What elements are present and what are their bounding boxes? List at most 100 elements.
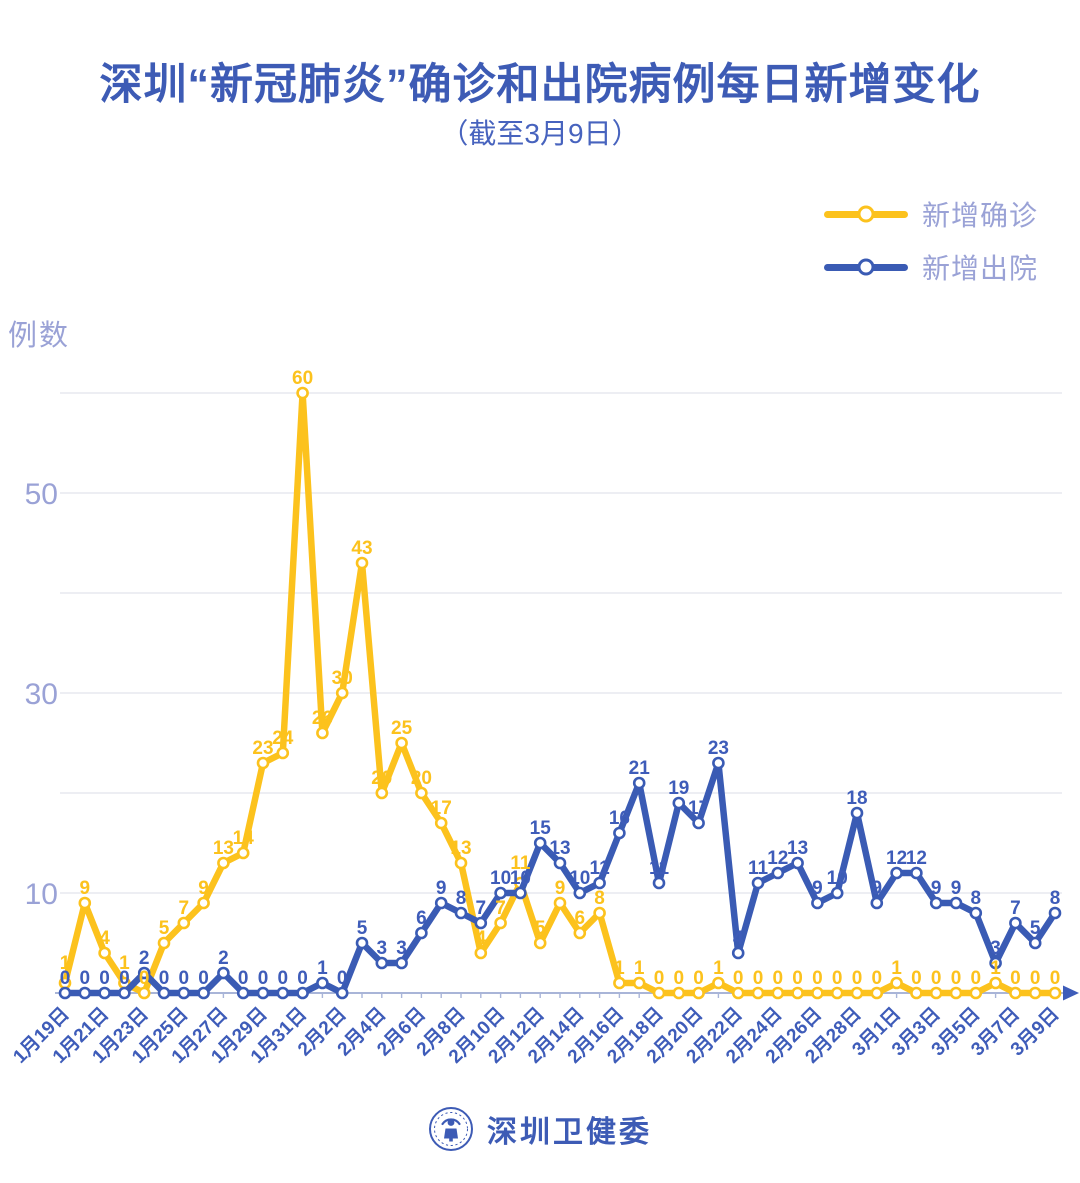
chart-text: 1 xyxy=(119,953,130,974)
data-point-discharged xyxy=(355,936,369,950)
data-point-discharged xyxy=(197,986,210,1000)
data-point-discharged xyxy=(296,986,309,1000)
data-point-confirmed xyxy=(989,976,1002,990)
chart-text: 11 xyxy=(748,858,769,879)
data-point-discharged xyxy=(850,806,864,820)
chart-text: 0 xyxy=(872,968,883,989)
data-point-confirmed xyxy=(197,896,210,910)
chart-text: 0 xyxy=(951,968,962,989)
data-point-discharged xyxy=(989,956,1002,970)
data-point-confirmed xyxy=(395,736,408,750)
data-point-confirmed xyxy=(850,986,864,1000)
data-point-confirmed xyxy=(751,986,765,1000)
data-point-discharged xyxy=(692,816,705,830)
chart-text: 8 xyxy=(971,888,982,909)
chart-text: 3 xyxy=(396,938,407,959)
chart-text: 11 xyxy=(590,858,611,879)
chart-text: 0 xyxy=(812,968,823,989)
chart-text: 23 xyxy=(252,738,273,759)
data-point-discharged xyxy=(118,986,131,1000)
data-point-discharged xyxy=(157,986,171,1000)
legend-label-discharged: 新增出院 xyxy=(922,253,1039,284)
data-point-confirmed xyxy=(731,986,745,1000)
legend: 新增确诊 新增出院 xyxy=(824,194,1040,287)
data-point-discharged xyxy=(533,836,547,850)
chart-text: 30 xyxy=(332,668,353,689)
page-title: 深圳“新冠肺炎”确诊和出院病例每日新增变化 xyxy=(99,61,981,109)
chart-text: 10 xyxy=(510,868,531,889)
data-point-discharged xyxy=(316,976,329,990)
discharged-line-swatch xyxy=(824,258,908,276)
chart-text: 9 xyxy=(931,878,942,899)
data-point-discharged xyxy=(870,896,884,910)
confirmed-marker-icon xyxy=(857,205,875,223)
legend-item-confirmed[interactable]: 新增确诊 xyxy=(824,194,1040,234)
chart-text: 15 xyxy=(530,818,552,839)
chart-text: 5 xyxy=(1030,918,1041,939)
data-point-confirmed xyxy=(474,946,488,960)
data-point-discharged xyxy=(395,956,408,970)
chart-text: 12 xyxy=(767,848,788,869)
chart-text: 0 xyxy=(693,968,704,989)
data-point-confirmed xyxy=(236,846,250,860)
chart-text: 5 xyxy=(357,918,368,939)
chart-text: 8 xyxy=(456,888,467,909)
chart-text: 0 xyxy=(792,968,803,989)
legend-label-confirmed: 新增确诊 xyxy=(922,200,1039,231)
chart-text: 13 xyxy=(213,838,234,859)
data-point-confirmed xyxy=(553,896,567,910)
chart-text: 43 xyxy=(351,538,372,559)
data-point-confirmed xyxy=(652,986,666,1000)
data-point-discharged xyxy=(731,946,745,960)
chart-text: 2 xyxy=(139,948,150,969)
data-point-discharged xyxy=(613,826,626,840)
chart-text: 26 xyxy=(312,708,333,729)
chart-text: 10 xyxy=(569,868,590,889)
chart-text: 4 xyxy=(733,928,744,949)
data-point-confirmed xyxy=(1009,986,1022,1000)
legend-item-discharged[interactable]: 新增出院 xyxy=(824,247,1040,287)
chart-text: 0 xyxy=(198,968,209,989)
chart-text: 0 xyxy=(753,968,764,989)
data-point-discharged xyxy=(1009,916,1022,930)
chart-text: 0 xyxy=(159,968,170,989)
chart-text: 0 xyxy=(80,968,91,989)
chart-text: 0 xyxy=(911,968,922,989)
chart-text: 0 xyxy=(119,968,130,989)
data-point-confirmed xyxy=(771,986,785,1000)
chart-text: 7 xyxy=(476,898,487,919)
data-point-confirmed xyxy=(1028,986,1042,1000)
footer: 深圳卫健委 xyxy=(0,1106,1080,1152)
chart-text: 9 xyxy=(198,878,209,899)
data-point-confirmed xyxy=(692,986,705,1000)
chart-text: 3 xyxy=(377,938,388,959)
chart-text: 6 xyxy=(416,908,427,929)
chart-text: 0 xyxy=(337,968,348,989)
chart-text: 0 xyxy=(1030,968,1041,989)
data-point-confirmed xyxy=(791,986,804,1000)
data-point-discharged xyxy=(811,896,824,910)
chart-text: 0 xyxy=(931,968,942,989)
chart-text: 0 xyxy=(832,968,843,989)
data-point-confirmed xyxy=(969,986,983,1000)
data-point-discharged xyxy=(177,986,191,1000)
data-point-confirmed xyxy=(672,986,686,1000)
chart-text: 13 xyxy=(787,838,808,859)
data-point-confirmed xyxy=(613,976,626,990)
chart-text: 9 xyxy=(555,878,566,899)
chart-text: 25 xyxy=(391,718,413,739)
data-point-discharged xyxy=(415,926,428,940)
chart-text: 10 xyxy=(490,868,511,889)
chart-text: 1 xyxy=(891,958,902,979)
data-point-discharged xyxy=(58,986,72,1000)
data-point-discharged xyxy=(256,986,270,1000)
chart-text: 7 xyxy=(495,898,506,919)
data-point-confirmed xyxy=(78,896,92,910)
data-point-confirmed xyxy=(929,986,943,1000)
data-point-discharged xyxy=(1028,936,1042,950)
data-point-confirmed xyxy=(870,986,884,1000)
chart-text: 2 xyxy=(218,948,229,969)
chart-text: 7 xyxy=(179,898,190,919)
chart-text: 4 xyxy=(476,928,487,949)
data-point-discharged xyxy=(434,896,448,910)
